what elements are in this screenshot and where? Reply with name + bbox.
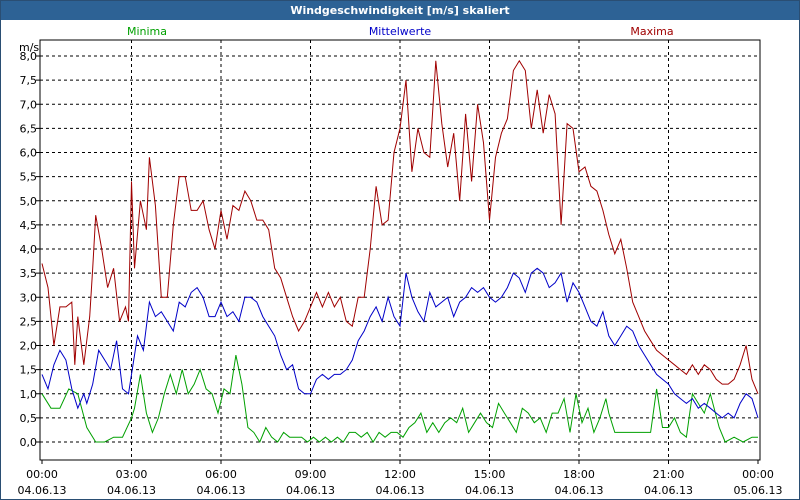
series-line-maxima xyxy=(41,59,759,394)
x-tick-date: 04.06.13 xyxy=(555,484,604,497)
y-tick-label: 7,0 xyxy=(20,98,38,111)
y-tick-label: 3,0 xyxy=(20,291,38,304)
series-line-mittelwerte xyxy=(41,267,759,419)
x-tick-time: 18:00 xyxy=(563,468,595,481)
chart-title: Windgeschwindigkeit [m/s] skaliert xyxy=(1,1,799,20)
x-tick-date: 04.06.13 xyxy=(465,484,514,497)
x-tick-time: 09:00 xyxy=(295,468,327,481)
legend-minima: Minima xyxy=(127,25,167,38)
x-tick-date: 04.06.13 xyxy=(197,484,246,497)
x-tick-date: 04.06.13 xyxy=(286,484,335,497)
x-tick-date: 05.06.13 xyxy=(734,484,783,497)
x-tick-date: 04.06.13 xyxy=(376,484,425,497)
y-tick-label: 6,0 xyxy=(20,147,38,160)
x-tick-date: 04.06.13 xyxy=(644,484,693,497)
y-tick-label: 5,5 xyxy=(20,171,38,184)
y-axis-label: m/s xyxy=(19,41,39,54)
y-tick-label: 0,5 xyxy=(20,412,38,425)
y-tick-label: 0,0 xyxy=(20,436,38,449)
legend-maxima: Maxima xyxy=(630,25,673,38)
y-tick-label: 1,5 xyxy=(20,364,38,377)
y-tick-label: 2,5 xyxy=(20,315,38,328)
x-tick-time: 00:00 xyxy=(742,468,774,481)
x-tick-time: 06:00 xyxy=(205,468,237,481)
x-tick-time: 00:00 xyxy=(26,468,58,481)
y-tick-label: 5,0 xyxy=(20,195,38,208)
x-tick-time: 12:00 xyxy=(384,468,416,481)
x-tick-date: 04.06.13 xyxy=(107,484,156,497)
y-tick-label: 1,0 xyxy=(20,388,38,401)
y-tick-label: 2,0 xyxy=(20,340,38,353)
x-tick-time: 21:00 xyxy=(653,468,685,481)
y-tick-label: 7,5 xyxy=(20,74,38,87)
y-tick-label: 3,5 xyxy=(20,267,38,280)
y-tick-label: 8,0 xyxy=(20,50,38,63)
x-tick-time: 15:00 xyxy=(474,468,506,481)
x-tick-date: 04.06.13 xyxy=(18,484,67,497)
y-tick-label: 4,5 xyxy=(20,219,38,232)
y-tick-label: 6,5 xyxy=(20,122,38,135)
x-tick-time: 03:00 xyxy=(116,468,148,481)
legend-mittelwerte: Mittelwerte xyxy=(369,25,432,38)
series-line-minima xyxy=(41,354,758,444)
y-tick-label: 4,0 xyxy=(20,243,38,256)
